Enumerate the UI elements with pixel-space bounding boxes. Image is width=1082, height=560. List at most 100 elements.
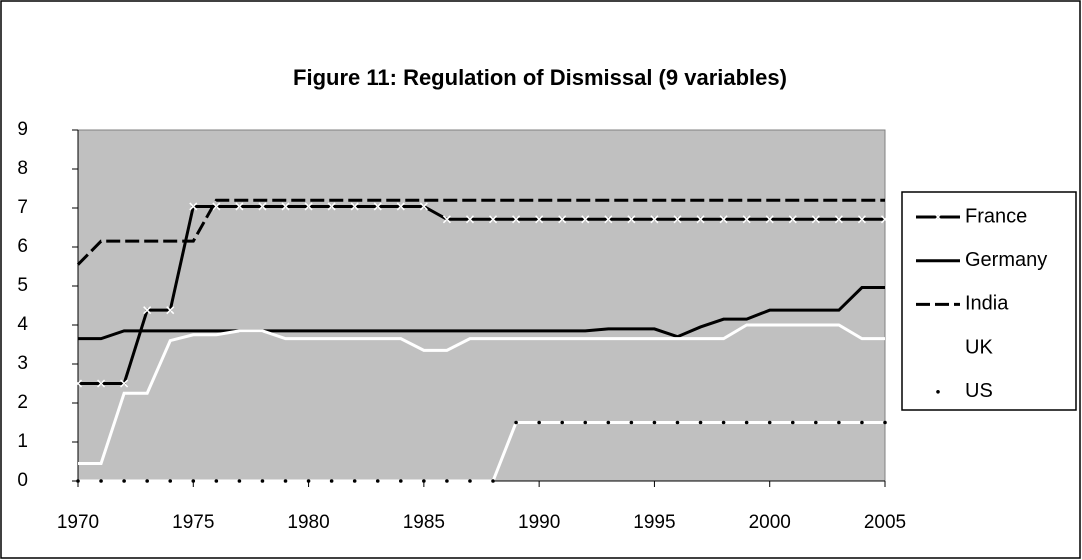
- chart-title: Figure 11: Regulation of Dismissal (9 va…: [293, 65, 787, 90]
- x-tick-label: 2000: [749, 512, 791, 533]
- point-marker: [375, 479, 380, 483]
- series-line: [78, 286, 885, 341]
- point-marker: [560, 420, 564, 425]
- y-tick-label: 8: [17, 158, 28, 179]
- point-marker: [468, 479, 472, 483]
- point-marker: [260, 479, 265, 483]
- point-marker: [329, 479, 334, 483]
- point-marker: [834, 215, 843, 224]
- point-marker: [673, 215, 682, 224]
- point-marker: [143, 306, 152, 315]
- point-marker: [235, 202, 244, 211]
- point-marker: [189, 202, 198, 211]
- legend-marker: [933, 212, 943, 222]
- point-marker: [73, 379, 83, 388]
- y-tick-label: 1: [17, 431, 28, 452]
- point-marker: [558, 215, 567, 224]
- point-marker: [652, 420, 657, 425]
- point-marker: [442, 215, 451, 224]
- point-marker: [122, 479, 126, 483]
- point-marker: [696, 215, 705, 224]
- y-tick-label: 6: [17, 236, 28, 257]
- point-marker: [742, 215, 751, 224]
- point-marker: [168, 479, 173, 483]
- point-marker: [281, 202, 290, 211]
- point-marker: [535, 215, 544, 224]
- point-marker: [99, 479, 103, 483]
- point-marker: [445, 479, 449, 483]
- point-marker: [860, 420, 864, 425]
- x-tick-label: 1995: [633, 512, 675, 533]
- point-marker: [396, 202, 405, 211]
- y-tick-label: 7: [17, 197, 28, 218]
- x-tick-label: 1985: [403, 512, 445, 533]
- legend-label: France: [965, 205, 1027, 227]
- point-marker: [237, 479, 242, 483]
- point-marker: [698, 420, 703, 425]
- x-tick-label: 1970: [57, 512, 99, 533]
- point-marker: [767, 420, 772, 425]
- point-marker: [212, 202, 221, 211]
- point-marker: [399, 479, 403, 483]
- point-marker: [97, 379, 106, 388]
- x-tick-label: 2005: [864, 512, 906, 533]
- point-marker: [765, 215, 774, 224]
- point-marker: [814, 420, 818, 425]
- point-marker: [604, 215, 613, 224]
- point-marker: [350, 202, 359, 211]
- point-marker: [491, 479, 495, 483]
- point-marker: [283, 479, 288, 483]
- y-tick-label: 2: [17, 392, 28, 413]
- point-marker: [790, 420, 795, 425]
- point-marker: [373, 202, 382, 211]
- point-marker: [514, 420, 518, 425]
- point-marker: [719, 215, 728, 224]
- point-marker: [583, 420, 588, 425]
- x-tick-label: 1990: [518, 512, 560, 533]
- point-marker: [650, 215, 659, 224]
- point-marker: [606, 420, 611, 425]
- point-marker: [465, 215, 475, 224]
- point-marker: [675, 420, 680, 425]
- series-line: [76, 198, 885, 266]
- point-marker: [811, 215, 820, 224]
- point-marker: [258, 202, 267, 211]
- y-tick-label: 5: [17, 275, 28, 296]
- legend-label: Germany: [965, 249, 1047, 271]
- series-line: [78, 421, 885, 483]
- point-marker: [857, 215, 866, 224]
- point-marker: [512, 215, 521, 224]
- y-tick-label: 3: [17, 353, 28, 374]
- point-marker: [629, 420, 634, 425]
- point-marker: [306, 479, 311, 483]
- legend-label: India: [965, 293, 1009, 315]
- x-tick-label: 1975: [172, 512, 214, 533]
- legend-marker: [936, 390, 940, 394]
- legend-label: US: [965, 380, 993, 402]
- y-tick-label: 9: [17, 119, 28, 140]
- point-marker: [488, 215, 498, 224]
- legend-label: UK: [965, 336, 993, 358]
- point-marker: [145, 479, 149, 483]
- point-marker: [352, 479, 357, 483]
- point-marker: [581, 215, 590, 224]
- point-marker: [537, 420, 541, 425]
- point-marker: [744, 420, 749, 425]
- point-marker: [191, 479, 196, 483]
- point-marker: [837, 420, 841, 425]
- x-tick-label: 1980: [287, 512, 329, 533]
- point-marker: [166, 306, 175, 315]
- plot-area: [77, 129, 886, 482]
- point-marker: [120, 379, 129, 388]
- point-marker: [422, 479, 426, 483]
- point-marker: [327, 202, 336, 211]
- point-marker: [721, 420, 726, 425]
- point-marker: [214, 479, 219, 483]
- point-marker: [880, 215, 890, 224]
- series-line: [78, 323, 885, 465]
- legend-box: [901, 191, 1077, 411]
- point-marker: [788, 215, 797, 224]
- point-marker: [419, 202, 428, 211]
